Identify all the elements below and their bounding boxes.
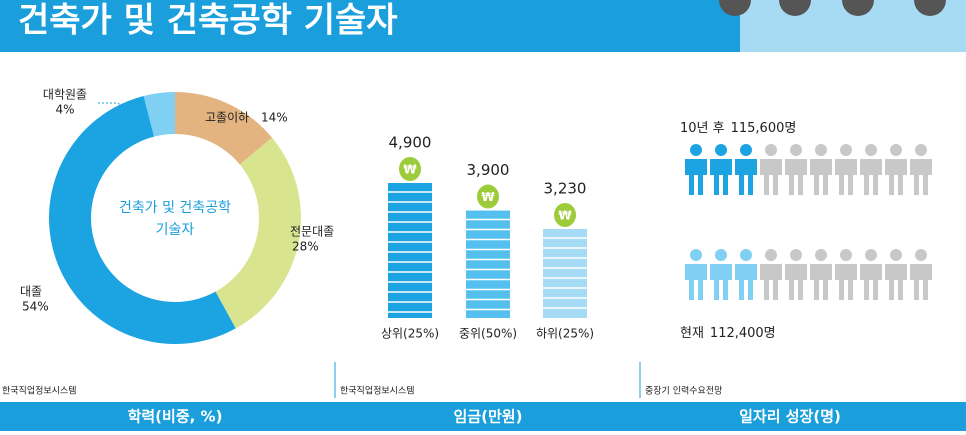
bar-category: 상위(25%) [381,327,439,341]
footer-bar [0,402,966,431]
person-body [685,159,707,195]
person-head [715,249,727,261]
slice-value: 54% [22,300,49,314]
person-head [715,144,727,156]
person-body [910,264,932,300]
person-body [710,159,732,195]
money-bag [477,184,499,209]
donut-slice [143,92,175,137]
donut-slice [49,95,236,344]
person-head [865,144,877,156]
center-label: 건축가 및 건축공학 [119,200,231,216]
person-head [690,249,702,261]
bar [388,183,432,318]
person-head [840,249,852,261]
person-head [890,249,902,261]
section-title: 학력(비중, %) [128,408,223,426]
person-body [760,264,782,300]
person-body [885,264,907,300]
slice-label: 대학원졸 [43,88,87,102]
slice-label: 전문대졸 [290,225,334,239]
person-head [690,144,702,156]
person-head [815,249,827,261]
section-title: 임금(만원) [454,408,523,426]
person-body [685,264,707,300]
money-bag [399,157,421,181]
donut-slice [215,137,301,329]
slice-value: 28% [292,240,319,254]
person-body [710,264,732,300]
person-head [865,249,877,261]
person-body [835,264,857,300]
person-body [810,264,832,300]
person-body [910,159,932,195]
source: 중장기 인력수요전망 [645,385,722,397]
bag-symbol: ₩ [403,163,417,177]
row-label: 10년 후 115,600명 [680,121,796,136]
person-head [740,249,752,261]
row-category: 현재 [680,326,704,341]
person-body [785,264,807,300]
bar [543,229,587,318]
person-body [860,159,882,195]
leader [98,102,129,113]
person-body [735,159,757,195]
bar-category: 중위(50%) [459,327,517,341]
donut-slice [175,92,273,165]
person-head [740,144,752,156]
row-value: 112,400명 [710,326,776,341]
bar-value: 3,230 [544,180,587,198]
bar-category: 하위(25%) [536,327,594,341]
person-body [810,159,832,195]
person-body [860,264,882,300]
row-category: 10년 후 [680,121,725,136]
row-label: 현재 112,400명 [680,326,776,341]
decor [842,0,874,16]
person-body [835,159,857,195]
source: 한국직업정보시스템 [2,385,77,397]
person-head [915,144,927,156]
bar-value: 3,900 [467,161,510,179]
slice-value: 14% [261,111,288,125]
person-body [885,159,907,195]
row-value: 115,600명 [731,121,797,136]
person-head [815,144,827,156]
header-bar [0,0,740,52]
decor [779,0,811,16]
source: 한국직업정보시스템 [340,385,415,397]
section-title: 일자리 성장(명) [739,408,841,426]
decor [719,0,751,16]
bag-symbol: ₩ [481,190,495,204]
person-head [915,249,927,261]
slice-value: 4% [55,103,74,117]
bag-symbol: ₩ [558,209,572,223]
bar [466,210,510,318]
person-body [760,159,782,195]
slice-label: 고졸이하 [205,111,249,125]
person-head [840,144,852,156]
center-label: 기술자 [156,222,195,238]
slice-label: 대졸 [20,285,42,299]
person-body [735,264,757,300]
person-head [790,249,802,261]
decor [914,0,946,16]
person-head [765,144,777,156]
person-head [765,249,777,261]
person-body [785,159,807,195]
money-bag [554,203,576,228]
person-head [790,144,802,156]
page-title: 건축가 및 건축공학 기술자 [18,1,398,41]
bar-value: 4,900 [389,134,432,152]
person-head [890,144,902,156]
